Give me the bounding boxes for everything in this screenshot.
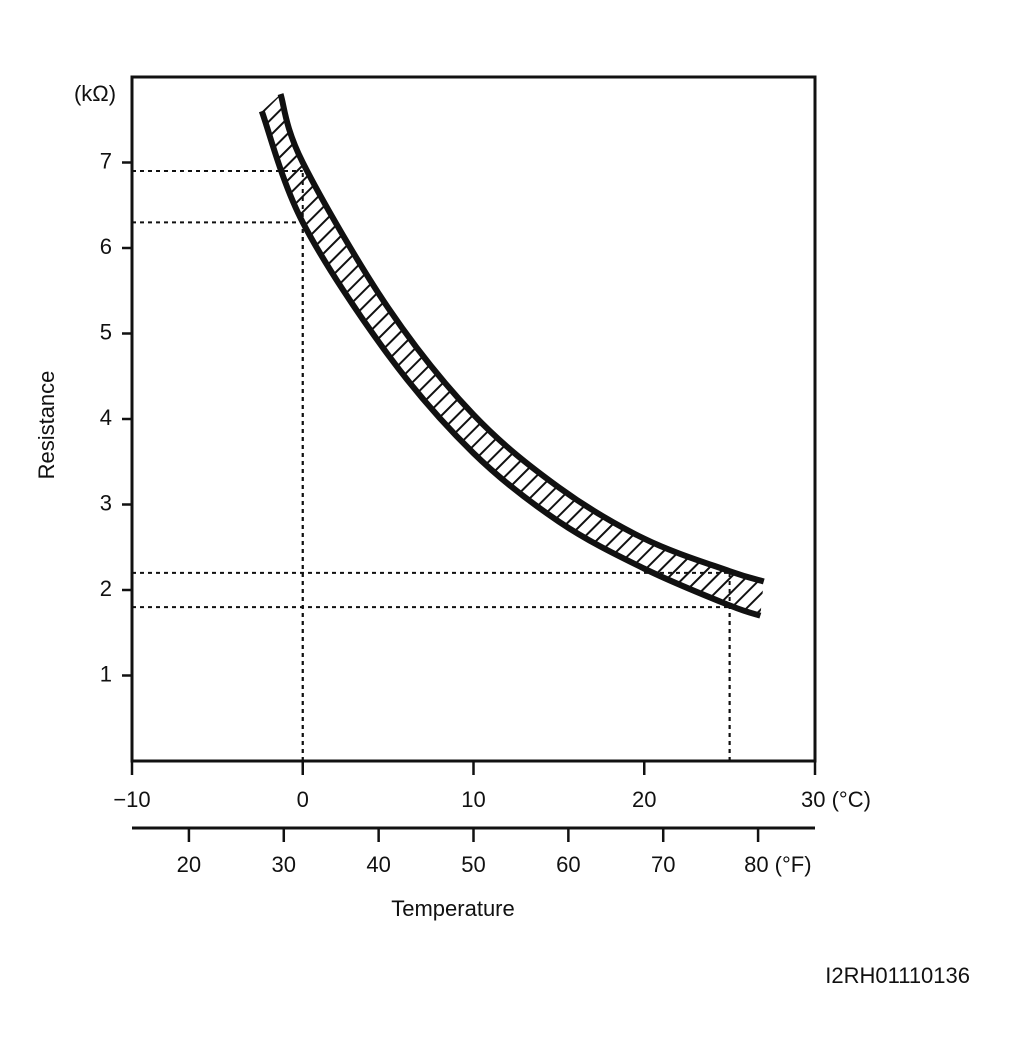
band-edge [258,110,762,619]
figure-code: I2RH01110136 [825,963,970,988]
y-tick-label: 7 [100,148,112,173]
x-tick-label: −10 [113,787,150,812]
x-tick-label: 10 [461,787,485,812]
x2-tick-label: 60 [556,852,580,877]
x-tick-label: 0 [297,787,309,812]
y-tick-label: 4 [100,405,112,430]
x2-tick-label: 80 (°F) [744,852,811,877]
y-tick-label: 5 [100,319,112,344]
x2-tick-label: 30 [272,852,296,877]
y-unit: (kΩ) [74,81,116,106]
x-tick-label: 30 (°C) [801,787,871,812]
x-tick-label: 20 [632,787,656,812]
x2-tick-label: 70 [651,852,675,877]
x2-tick-label: 40 [366,852,390,877]
y-axis-title: Resistance [34,371,59,480]
y-tick-label: 2 [100,576,112,601]
band-edge [277,93,765,585]
x2-tick-label: 50 [461,852,485,877]
x-axis-title: Temperature [391,896,515,921]
y-tick-label: 6 [100,234,112,259]
x2-tick-label: 20 [177,852,201,877]
y-tick-label: 1 [100,661,112,686]
band-fill [261,94,764,616]
y-tick-label: 3 [100,490,112,515]
